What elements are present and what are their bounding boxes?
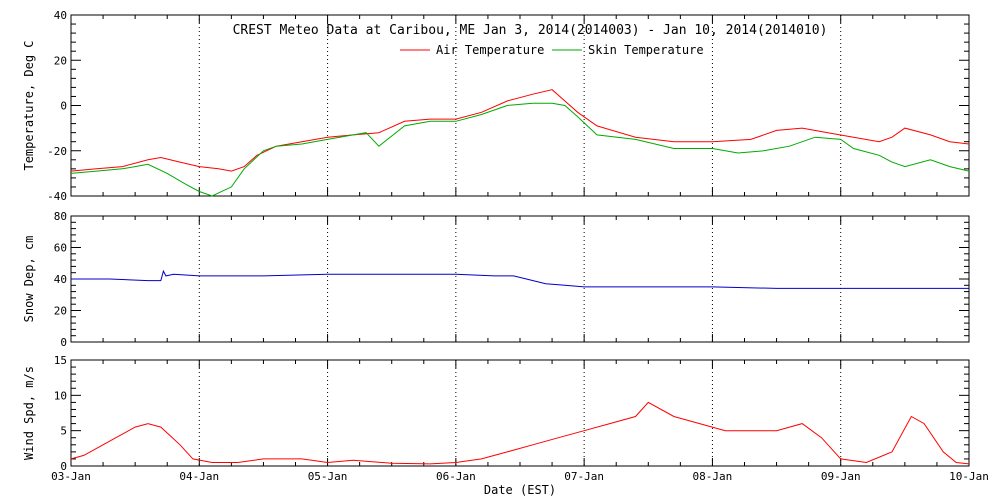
x-tick-label: 08-Jan (693, 470, 733, 483)
x-tick-label: 03-Jan (51, 470, 91, 483)
y-tick-label: 5 (60, 425, 67, 438)
y-tick-label: 0 (60, 336, 67, 349)
y-tick-label: -40 (47, 190, 67, 203)
series-line-skin-temperature (70, 102, 970, 197)
y-tick-label: 20 (54, 305, 67, 318)
series-line-p3-1 (70, 401, 970, 465)
x-axis-label: Date (EST) (484, 483, 556, 497)
x-tick-label: 04-Jan (179, 470, 219, 483)
panel-1: -40 -20 0 20 40 Temperature, Deg C Air Tempera… (22, 9, 970, 203)
x-tick-label: 05-Jan (308, 470, 348, 483)
chart-title: CREST Meteo Data at Caribou, ME Jan 3, 2… (233, 23, 828, 38)
y-tick-label: -20 (47, 145, 67, 158)
x-tick-label: 09-Jan (821, 470, 861, 483)
plot-frame (70, 215, 970, 343)
y-tick-label: 15 (54, 354, 67, 367)
panel-3: 0 5 10 15 Wind Spd, m/s (22, 354, 970, 473)
legend-item: Air Temperature (400, 43, 544, 57)
legend-label: Air Temperature (436, 43, 544, 57)
x-tick-label: 07-Jan (564, 470, 604, 483)
y-tick-label: 60 (54, 242, 67, 255)
series-line-air-temperature (70, 89, 970, 172)
legend-item: Skin Temperature (552, 43, 704, 57)
y-axis-label: Wind Spd, m/s (22, 366, 36, 460)
legend-label: Skin Temperature (588, 43, 704, 57)
plot-frame (70, 14, 970, 197)
series-line-p2-1 (71, 269, 969, 289)
panel-2: 0 20 40 60 80 Snow Dep, cm (22, 210, 970, 349)
y-axis-label: Snow Dep, cm (22, 236, 36, 323)
y-axis-label: Temperature, Deg C (22, 40, 36, 170)
y-tick-label: 0 (60, 100, 67, 113)
y-tick-label: 80 (54, 210, 67, 223)
y-tick-label: 40 (54, 9, 67, 22)
chart-panels: -40 -20 0 20 40 Temperature, Deg C Air Tempera… (22, 9, 970, 473)
y-tick-label: 0 (60, 460, 67, 473)
y-tick-label: 20 (54, 54, 67, 67)
x-tick-label: 06-Jan (436, 470, 476, 483)
y-tick-label: 40 (54, 273, 67, 286)
x-tick-label: 10-Jan (949, 470, 989, 483)
x-axis-tick-labels: 03-Jan 04-Jan 05-Jan 06-Jan 07-Jan 08-Jan 09-J… (51, 470, 989, 483)
y-tick-label: 10 (54, 389, 67, 402)
plot-frame (70, 359, 970, 467)
